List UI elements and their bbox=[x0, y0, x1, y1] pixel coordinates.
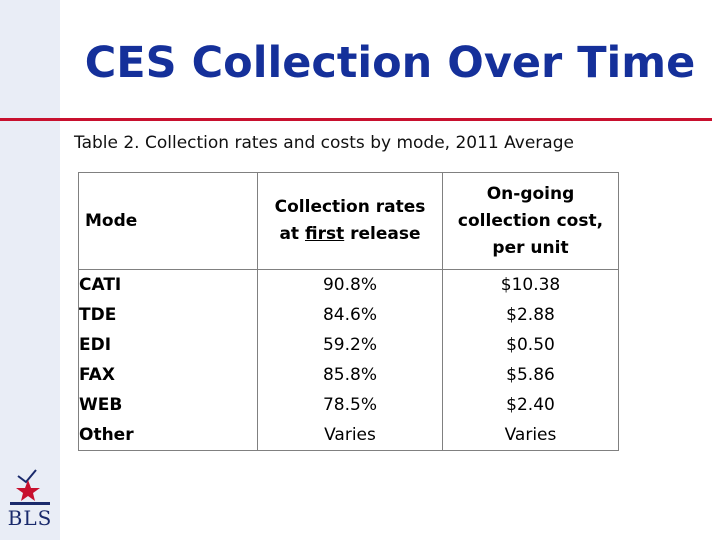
row-rate: 59.2% bbox=[257, 330, 443, 360]
header-rate-line2: at first release bbox=[258, 221, 442, 248]
header-cost-line2: collection cost, bbox=[457, 210, 604, 231]
header-rate-line1: Collection rates bbox=[274, 197, 426, 217]
row-mode: FAX bbox=[78, 360, 258, 390]
table-row: FAX 85.8% $5.86 bbox=[78, 360, 619, 390]
table-row: WEB 78.5% $2.40 bbox=[78, 390, 619, 420]
bls-logo-text: BLS bbox=[7, 506, 53, 530]
table-row: TDE 84.6% $2.88 bbox=[78, 300, 619, 330]
row-rate: 78.5% bbox=[257, 390, 443, 420]
row-mode: WEB bbox=[78, 390, 258, 420]
header-rate-at: at bbox=[279, 224, 305, 244]
row-mode: Other bbox=[78, 420, 258, 451]
slide-title: CES Collection Over Time bbox=[84, 38, 696, 88]
row-mode: TDE bbox=[78, 300, 258, 330]
table-caption: Table 2. Collection rates and costs by m… bbox=[74, 133, 574, 153]
table-row: CATI 90.8% $10.38 bbox=[78, 269, 619, 300]
table-header-row: Mode Collection rates at first release O… bbox=[78, 172, 619, 270]
row-cost: $10.38 bbox=[442, 269, 619, 300]
row-cost: $2.40 bbox=[442, 390, 619, 420]
header-mode: Mode bbox=[78, 172, 258, 270]
title-divider bbox=[0, 118, 712, 121]
collection-rates-table: Mode Collection rates at first release O… bbox=[78, 172, 619, 451]
row-rate: 84.6% bbox=[257, 300, 443, 330]
left-sidebar-band bbox=[0, 0, 60, 540]
header-cost-line3: per unit bbox=[492, 237, 569, 258]
table-row: Other Varies Varies bbox=[78, 420, 619, 451]
row-cost: Varies bbox=[442, 420, 619, 451]
header-collection-rates: Collection rates at first release bbox=[257, 172, 443, 270]
row-mode: EDI bbox=[78, 330, 258, 360]
row-rate: Varies bbox=[257, 420, 443, 451]
bls-logo: BLS bbox=[4, 468, 56, 532]
row-cost: $5.86 bbox=[442, 360, 619, 390]
header-rate-first: first bbox=[304, 224, 345, 244]
row-cost: $2.88 bbox=[442, 300, 619, 330]
table-row: EDI 59.2% $0.50 bbox=[78, 330, 619, 360]
header-ongoing-cost: On-going collection cost, per unit bbox=[442, 172, 619, 270]
header-cost-line1: On-going bbox=[486, 183, 575, 204]
row-rate: 85.8% bbox=[257, 360, 443, 390]
header-rate-release: release bbox=[344, 224, 421, 244]
row-rate: 90.8% bbox=[257, 269, 443, 300]
row-mode: CATI bbox=[78, 269, 258, 300]
bls-star-logo-icon bbox=[10, 469, 50, 505]
row-cost: $0.50 bbox=[442, 330, 619, 360]
